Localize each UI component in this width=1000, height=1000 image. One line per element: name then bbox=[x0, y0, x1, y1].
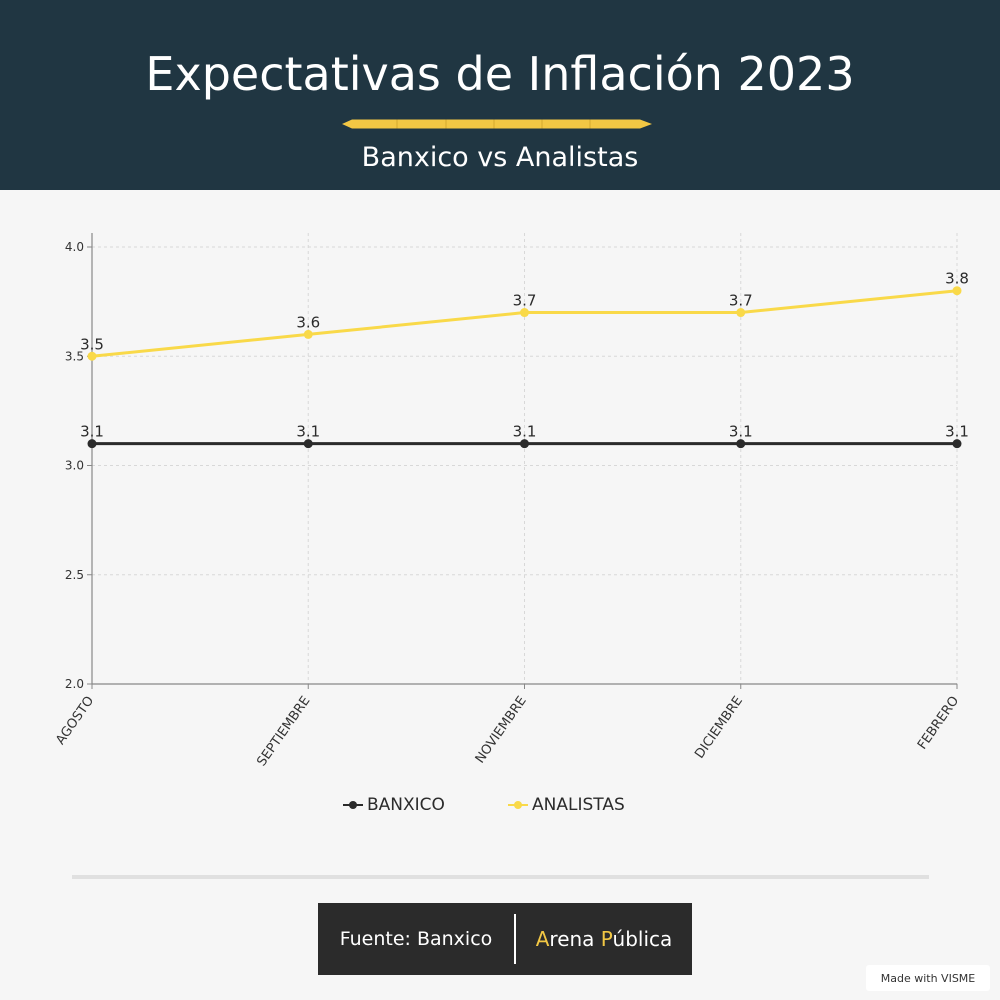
x-tick-label: SEPTIEMBRE bbox=[254, 694, 313, 770]
y-tick-label: 3.5 bbox=[65, 349, 84, 363]
data-point bbox=[87, 351, 97, 361]
y-tick-label: 3.0 bbox=[65, 459, 84, 473]
source-note: Fuente: Banxico bbox=[339, 928, 493, 950]
legend-label-analistas: ANALISTAS bbox=[532, 795, 625, 815]
data-label: 3.1 bbox=[945, 423, 969, 441]
footer-separator bbox=[514, 914, 516, 964]
y-tick-label: 4.0 bbox=[65, 240, 84, 254]
data-label: 3.1 bbox=[729, 423, 753, 441]
data-label: 3.5 bbox=[80, 335, 104, 353]
legend-label-banxico: BANXICO bbox=[367, 795, 445, 815]
brand-logo: Arena Pública bbox=[535, 927, 673, 951]
data-point bbox=[520, 439, 529, 449]
footer-box: Fuente: Banxico Arena Pública bbox=[318, 903, 692, 975]
data-label: 3.1 bbox=[513, 423, 537, 441]
data-point bbox=[303, 439, 313, 449]
page-title: Expectativas de Inflación 2023 bbox=[145, 47, 855, 101]
data-label: 3.1 bbox=[296, 423, 320, 441]
legend-item-analistas: ANALISTAS bbox=[508, 795, 625, 815]
data-point bbox=[303, 329, 313, 339]
section-divider bbox=[72, 875, 929, 879]
x-tick-label: DICIEMBRE bbox=[692, 694, 746, 762]
legend-marker-banxico bbox=[343, 801, 363, 809]
page-subtitle: Banxico vs Analistas bbox=[361, 142, 639, 173]
pencil-divider-icon bbox=[342, 119, 652, 129]
line-chart: 2.0 2.5 3.0 3.5 4.0 AGOSTO SEPTIEMBRE NOVIEMBRE… bbox=[53, 233, 969, 770]
data-point bbox=[87, 439, 97, 449]
x-tick-label: FEBRERO bbox=[915, 694, 962, 753]
data-label: 3.7 bbox=[729, 292, 753, 310]
data-point bbox=[952, 286, 962, 296]
data-label: 3.8 bbox=[945, 270, 969, 288]
x-tick-label: AGOSTO bbox=[53, 694, 97, 748]
data-label: 3.6 bbox=[296, 313, 320, 331]
y-tick-label: 2.0 bbox=[65, 677, 84, 691]
data-point bbox=[952, 439, 962, 449]
made-with-visme-badge[interactable]: Made with VISME bbox=[866, 965, 990, 991]
x-tick-label: NOVIEMBRE bbox=[473, 694, 530, 767]
data-point bbox=[520, 308, 529, 318]
data-label: 3.7 bbox=[513, 292, 537, 310]
legend-marker-analistas bbox=[508, 801, 528, 809]
data-label: 3.1 bbox=[80, 423, 104, 441]
y-tick-label: 2.5 bbox=[65, 568, 84, 582]
data-point bbox=[736, 308, 746, 318]
legend-item-banxico: BANXICO bbox=[343, 795, 445, 815]
data-point bbox=[736, 439, 746, 449]
header: Expectativas de Inflación 2023 Banxico v… bbox=[0, 0, 1000, 190]
chart-legend: BANXICO ANALISTAS bbox=[0, 795, 1000, 821]
